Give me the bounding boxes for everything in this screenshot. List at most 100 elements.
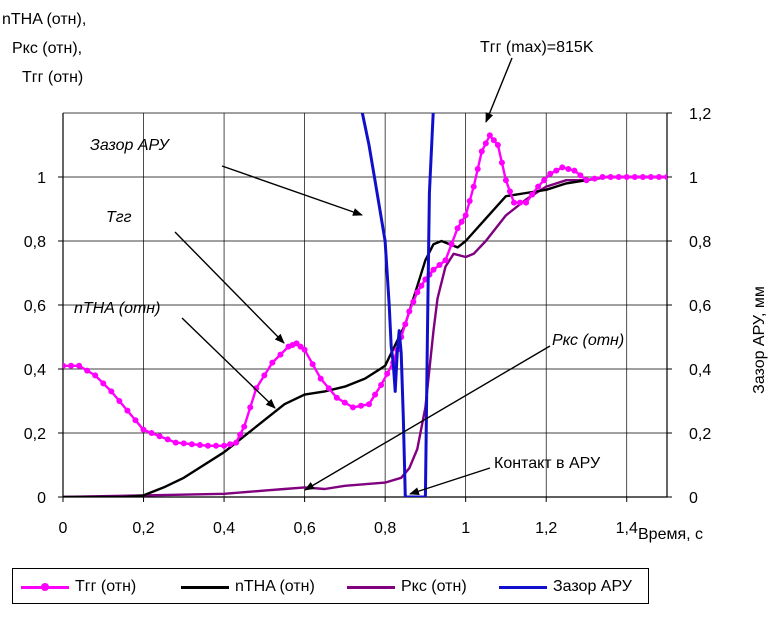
x-tick-label: 1,4 (616, 520, 638, 537)
series-point (615, 174, 622, 180)
series-point (466, 198, 473, 204)
series-point (462, 212, 469, 219)
series-point (535, 183, 542, 190)
series-point (309, 361, 316, 368)
y-right-tick-label: 0,6 (689, 298, 711, 315)
series-point (116, 398, 123, 404)
series-point (655, 174, 662, 180)
series-point (148, 430, 155, 436)
series-point (498, 159, 505, 166)
arrow-rks (304, 345, 551, 491)
series-point (247, 404, 254, 411)
series-point (378, 382, 385, 388)
series-2 (63, 175, 667, 497)
series-point (541, 177, 548, 184)
legend-swatch-zazor (499, 577, 547, 597)
legend-swatch-ntha (181, 577, 229, 597)
series-point (442, 257, 449, 264)
series-point (414, 289, 421, 296)
series-point (529, 191, 536, 198)
y-right-tick-label: 1,2 (689, 106, 711, 123)
series-point (577, 172, 584, 179)
series-3 (360, 113, 435, 497)
series-point (410, 298, 417, 305)
series-point (571, 167, 578, 174)
x-tick-label: 0,2 (132, 520, 154, 537)
series-point (132, 417, 139, 424)
y-right-tick-label: 0,8 (689, 234, 711, 251)
series-point (349, 404, 356, 411)
series-point (164, 436, 171, 443)
legend-label-zazor: Зазор АРУ (553, 578, 632, 595)
legend-swatch-tgg (21, 577, 69, 597)
arrow-zazor-aru (221, 165, 363, 216)
annotation-tgg-max: Тгг (max)=815K (480, 39, 594, 56)
legend-item-tgg: Тгг (отн) (21, 577, 136, 597)
series-point (418, 282, 425, 289)
series-point (253, 385, 260, 392)
series-point (301, 346, 308, 353)
arrow-tgg (174, 231, 285, 344)
series-point (448, 241, 455, 248)
series-point (269, 359, 276, 366)
series-point (84, 367, 91, 374)
series-point (494, 142, 501, 148)
series-point (478, 148, 485, 155)
series-point (241, 423, 248, 430)
y-left-tick-label: 0,8 (24, 234, 46, 251)
series-point (517, 199, 524, 206)
series-point (607, 174, 614, 180)
y-left-tick-label: 0,4 (24, 362, 46, 379)
series-point (523, 199, 530, 206)
series-point (357, 402, 364, 409)
legend-item-rks: Ркс (отн) (347, 577, 467, 597)
series-point (227, 441, 234, 448)
series-point (474, 166, 481, 172)
series-point (156, 433, 163, 440)
series-point (293, 340, 300, 347)
series-point (599, 174, 606, 180)
series-point (325, 385, 332, 392)
y-left-tick-label: 0,2 (24, 426, 46, 443)
series-point (233, 439, 240, 446)
series-point (76, 362, 83, 369)
series-point (647, 174, 654, 180)
left-axis-title-line-2: Ркс (отн), (12, 40, 82, 57)
series-line (63, 175, 667, 497)
series-line (360, 113, 435, 497)
arrow-ntha (181, 317, 276, 409)
series-point (506, 188, 513, 195)
series-point (631, 174, 638, 180)
annotation-tgg: Тгг (106, 209, 132, 226)
arrow-tgg-max (485, 57, 513, 123)
series-point (221, 442, 228, 449)
legend-label-ntha: nTHA (отн) (235, 578, 315, 595)
series-point (108, 388, 115, 395)
series-point (196, 442, 203, 448)
series-point (333, 394, 340, 401)
series-point (237, 431, 244, 438)
series-point (372, 391, 379, 398)
series-point (559, 164, 566, 171)
series-point (406, 308, 413, 315)
series-point (639, 174, 646, 180)
series-point (384, 370, 391, 377)
series-point (317, 375, 324, 382)
series-point (547, 170, 554, 177)
annotation-rks: Ркс (отн) (552, 332, 624, 349)
series-point (188, 441, 195, 448)
series-point (180, 440, 187, 447)
series-point (454, 225, 461, 232)
y-right-tick-label: 0,2 (689, 426, 711, 443)
series-point (213, 442, 220, 449)
legend-label-tgg: Тгг (отн) (75, 578, 137, 595)
legend: Тгг (отн) nTHA (отн) Ркс (отн) Зазор АРУ (12, 568, 649, 604)
series-point (341, 399, 348, 406)
series-point (172, 439, 179, 446)
x-tick-label: 0,6 (293, 520, 315, 537)
series-point (297, 343, 304, 350)
series-point (565, 166, 572, 172)
series-point (430, 266, 437, 273)
series-point (402, 321, 409, 328)
